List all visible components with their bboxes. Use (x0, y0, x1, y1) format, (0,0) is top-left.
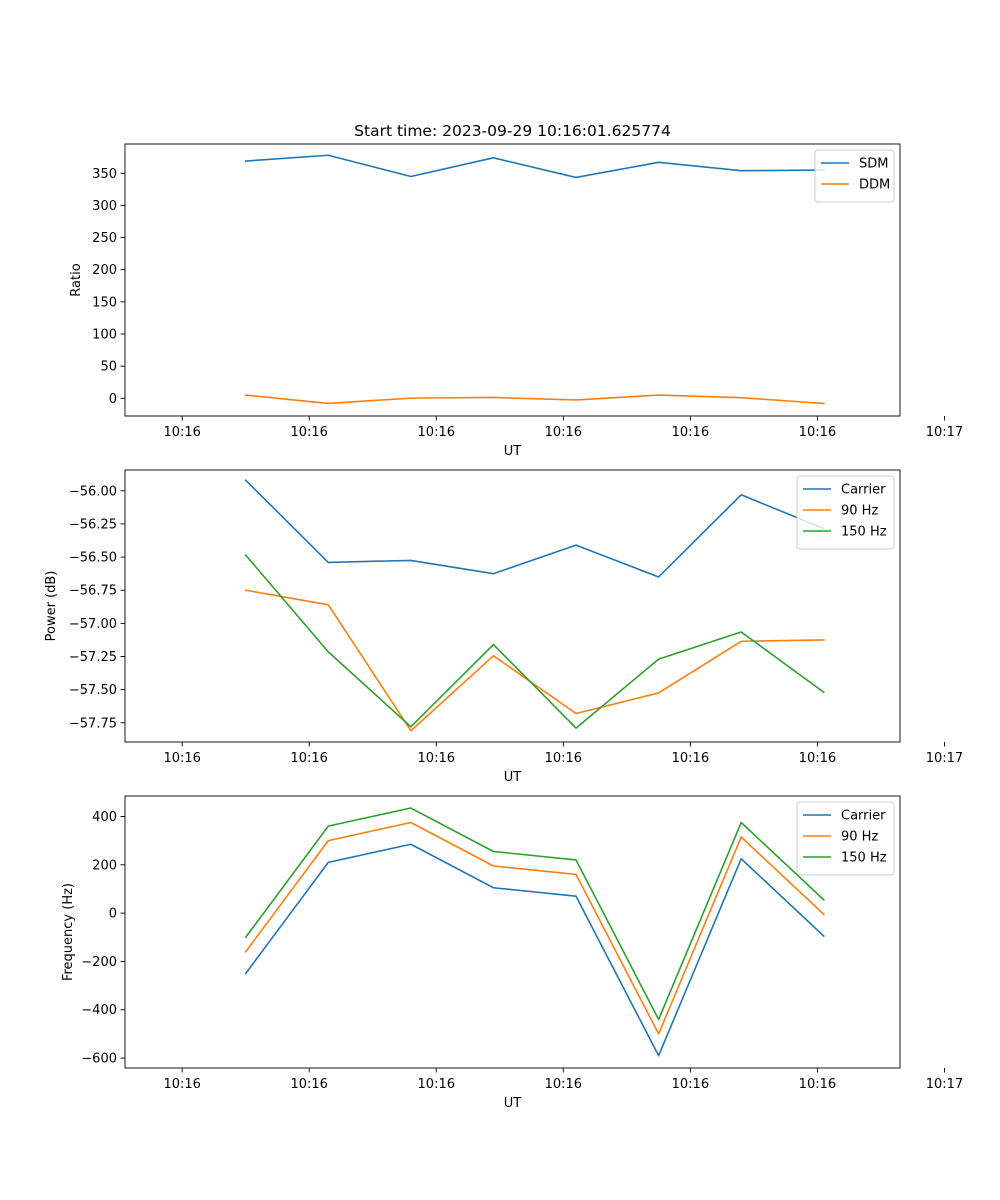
x-tick-label: 10:16 (418, 751, 455, 766)
legend-label: Carrier (841, 483, 886, 498)
y-tick-label: 100 (92, 328, 117, 343)
y-tick-label: 0 (109, 392, 117, 407)
plot-area-frame (124, 469, 901, 743)
x-tick-label: 10:16 (672, 425, 709, 440)
y-tick-label: 0 (109, 907, 117, 922)
x-tick-label: 10:16 (290, 751, 327, 766)
panel-3: 10:16 10:16 10:16 10:16 10:16 10:16 10:17 −600 −… (61, 795, 963, 1111)
legend-label: 150 Hz (841, 525, 887, 540)
series-line-90-hz (244, 589, 825, 732)
x-tick-label: 10:16 (672, 1077, 709, 1092)
y-tick-label: −57.75 (69, 716, 117, 731)
y-tick-label: 350 (92, 167, 117, 182)
y-tick-label: 150 (92, 295, 117, 310)
series-line-carrier (244, 479, 825, 578)
x-tick-label: 10:16 (545, 425, 582, 440)
plot-area-frame (124, 143, 901, 417)
x-tick-label: 10:16 (163, 425, 200, 440)
x-tick-label: 10:16 (418, 425, 455, 440)
series-line-sdm (244, 154, 825, 179)
x-tick-label: 10:16 (799, 1077, 836, 1092)
y-tick-label: 200 (92, 858, 117, 873)
x-tick-label: 10:16 (545, 751, 582, 766)
y-tick-label: −57.50 (69, 683, 117, 698)
x-axis-label: UT (504, 770, 522, 785)
series-line-ddm (244, 394, 825, 405)
series-line-150-hz (244, 553, 825, 729)
x-tick-label: 10:16 (290, 425, 327, 440)
y-tick-label: −200 (81, 955, 117, 970)
legend: Carrier 90 Hz 150 Hz (796, 801, 895, 876)
y-tick-label: −56.25 (69, 517, 117, 532)
y-axis-label: Power (dB) (44, 571, 59, 642)
y-tick-label: −57.25 (69, 650, 117, 665)
chart-title: Start time: 2023-09-29 10:16:01.625774 (354, 122, 671, 140)
x-tick-label: 10:16 (163, 751, 200, 766)
y-tick-label: 300 (92, 199, 117, 214)
legend: SDM DDM (814, 149, 895, 203)
y-axis-label: Ratio (69, 263, 84, 296)
y-tick-label: −400 (81, 1003, 117, 1018)
panel-2: 10:16 10:16 10:16 10:16 10:16 10:16 10:17 −57.7… (44, 469, 963, 785)
legend-label: SDM (859, 157, 888, 172)
y-tick-label: −56.50 (69, 551, 117, 566)
series-line-150-hz (244, 807, 825, 1021)
x-axis-label: UT (504, 1096, 522, 1111)
legend-label: Carrier (841, 809, 886, 824)
x-tick-label: 10:16 (799, 425, 836, 440)
x-tick-label: 10:16 (545, 1077, 582, 1092)
series-line-carrier (244, 843, 825, 1057)
y-tick-label: −56.75 (69, 584, 117, 599)
y-tick-label: 50 (100, 360, 117, 375)
series-line-90-hz (244, 821, 825, 1035)
legend-label: 90 Hz (841, 830, 878, 845)
y-axis-label: Frequency (Hz) (61, 883, 76, 981)
plot-area-frame (124, 795, 901, 1069)
x-tick-label: 10:16 (418, 1077, 455, 1092)
x-tick-label: 10:16 (290, 1077, 327, 1092)
x-tick-label: 10:16 (799, 751, 836, 766)
y-tick-label: 200 (92, 263, 117, 278)
y-tick-label: 250 (92, 231, 117, 246)
y-tick-label: 400 (92, 810, 117, 825)
x-axis-label: UT (504, 444, 522, 459)
legend-label: DDM (859, 178, 890, 193)
legend-label: 150 Hz (841, 851, 887, 866)
x-tick-label: 10:16 (672, 751, 709, 766)
y-tick-label: −56.00 (69, 484, 117, 499)
x-tick-label: 10:17 (926, 751, 963, 766)
x-tick-label: 10:17 (926, 1077, 963, 1092)
legend: Carrier 90 Hz 150 Hz (796, 475, 895, 550)
panel-1: 10:16 10:16 10:16 10:16 10:16 10:16 10:17 0 50 10… (69, 122, 963, 459)
x-tick-label: 10:16 (163, 1077, 200, 1092)
x-tick-label: 10:17 (926, 425, 963, 440)
y-tick-label: −57.00 (69, 617, 117, 632)
legend-label: 90 Hz (841, 504, 878, 519)
y-tick-label: −600 (81, 1052, 117, 1067)
